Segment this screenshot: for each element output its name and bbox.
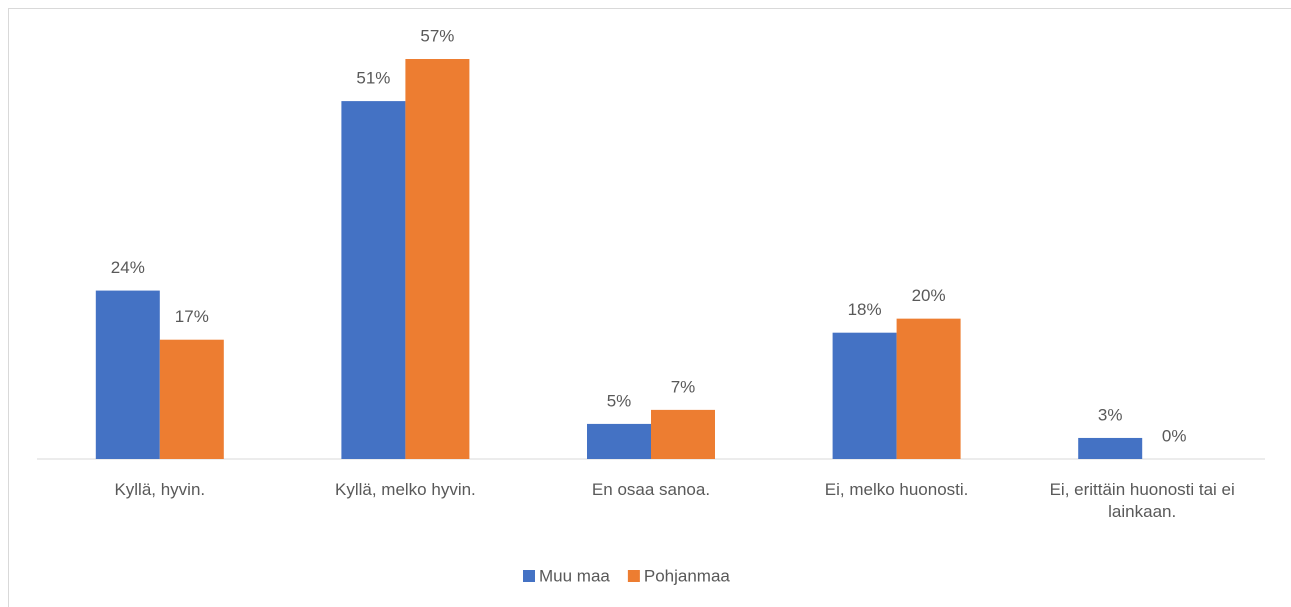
legend-swatch [627, 570, 640, 582]
data-label: 5% [607, 391, 632, 410]
data-label: 17% [175, 307, 209, 326]
chart-frame [8, 8, 1291, 607]
data-label: 3% [1098, 405, 1123, 424]
x-tick-label: Ei, erittäin huonosti tai ei lainkaan. [1049, 480, 1235, 521]
bar [832, 332, 897, 459]
data-label: 18% [848, 300, 882, 319]
bar [405, 59, 470, 459]
bar [159, 339, 224, 459]
data-label: 7% [671, 377, 696, 396]
bar [896, 318, 961, 459]
data-label: 57% [420, 26, 454, 45]
x-tick-label-box: Kyllä, melko hyvin. [335, 480, 476, 499]
x-tick-label: En osaa sanoa. [591, 480, 711, 499]
bar [341, 101, 406, 460]
x-tick-label-box: Ei, melko huonosti. [824, 480, 969, 499]
x-tick-label: Ei, melko huonosti. [824, 480, 969, 499]
data-label: 20% [912, 286, 946, 305]
legend-label: Muu maa [539, 566, 610, 585]
bar [651, 409, 715, 459]
bar [587, 423, 651, 459]
data-label: 24% [111, 258, 145, 277]
bar [95, 290, 160, 459]
bar [1078, 437, 1143, 459]
data-label: 51% [356, 69, 390, 88]
x-tick-label: Kyllä, hyvin. [114, 480, 206, 499]
x-tick-label-box: Ei, erittäin huonosti tai ei lainkaan. [1049, 480, 1235, 521]
legend-swatch [523, 570, 535, 582]
x-tick-label: Kyllä, melko hyvin. [335, 480, 476, 499]
x-tick-label-box: En osaa sanoa. [591, 480, 711, 499]
x-tick-label-box: Kyllä, hyvin. [114, 480, 206, 499]
data-label: 0% [1162, 426, 1187, 445]
legend-label: Pohjanmaa [644, 566, 731, 585]
